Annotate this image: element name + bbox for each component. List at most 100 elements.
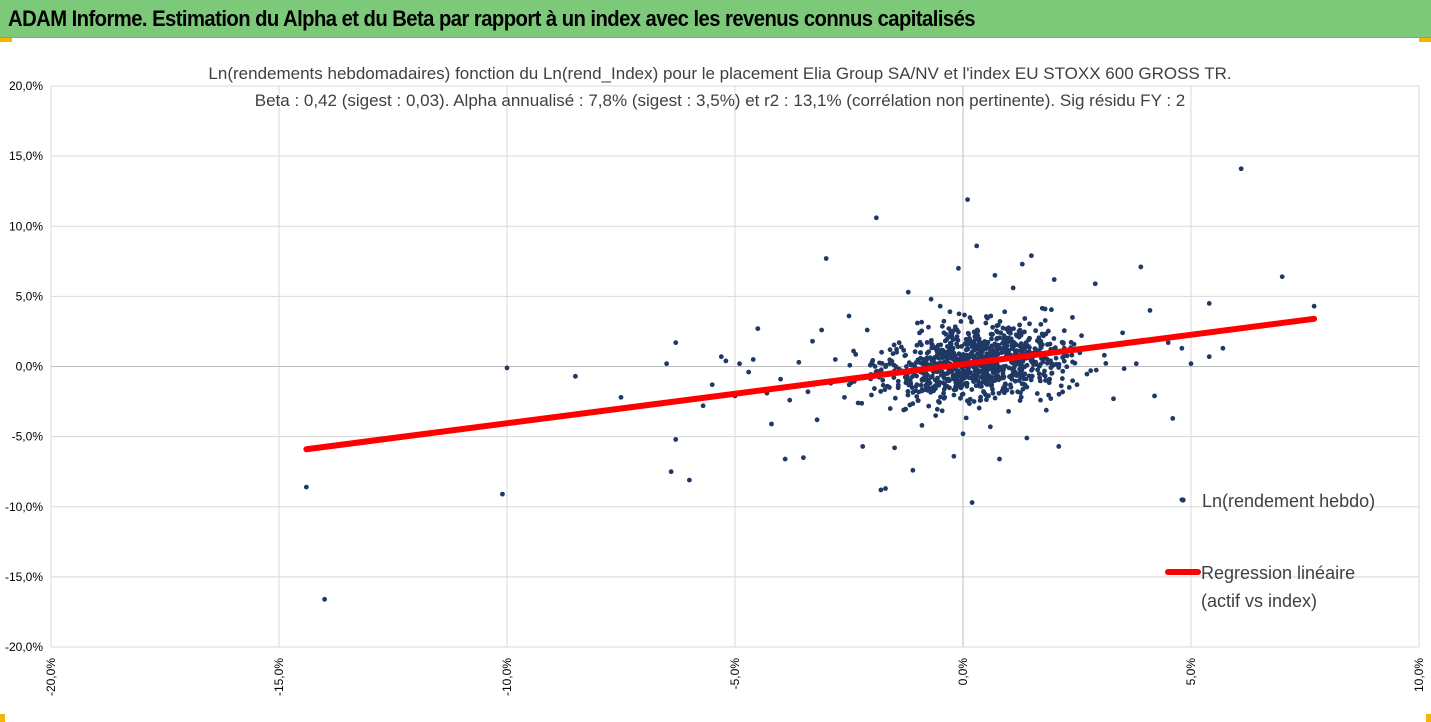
data-point: [1170, 415, 1176, 421]
tick-labels: 20,0% 15,0% 10,0% 5,0% 0,0% -5,0% -10,0% -15,0%…: [5, 79, 1426, 696]
x-tick-label: -20,0%: [44, 658, 58, 696]
data-point: [916, 389, 922, 395]
data-point: [887, 357, 893, 363]
data-point: [1018, 374, 1023, 380]
y-tick-label: 10,0%: [9, 219, 43, 233]
data-point: [673, 340, 679, 346]
data-point: [919, 319, 925, 325]
data-point: [915, 320, 920, 326]
banner-corner-left: [0, 38, 12, 42]
data-point: [1003, 335, 1009, 341]
data-point: [664, 361, 669, 367]
y-tick-label: -5,0%: [12, 430, 44, 444]
data-point: [1179, 345, 1185, 351]
data-point: [1010, 285, 1016, 291]
data-point: [908, 382, 914, 387]
data-point: [1058, 383, 1064, 389]
report-banner: ADAM Informe. Estimation du Alpha et du …: [0, 0, 1431, 38]
data-point: [1101, 352, 1107, 358]
data-point: [964, 383, 970, 389]
data-point: [1005, 339, 1011, 345]
data-point: [989, 346, 995, 352]
data-point: [972, 365, 978, 371]
data-point: [1000, 371, 1006, 377]
data-point: [1092, 281, 1098, 287]
data-point: [928, 296, 934, 302]
data-point: [1002, 382, 1008, 388]
data-point: [1147, 308, 1153, 313]
chart-title: Ln(rendements hebdomadaires) fonction du…: [208, 64, 1231, 110]
data-point: [918, 382, 924, 388]
data-point: [969, 387, 975, 392]
data-point: [1056, 391, 1062, 397]
data-point: [976, 405, 982, 411]
data-point: [1152, 393, 1157, 399]
data-point: [867, 362, 873, 368]
data-point: [1138, 264, 1144, 270]
x-tick-label: 0,0%: [956, 658, 970, 686]
data-point: [1039, 331, 1045, 337]
data-point: [984, 397, 989, 403]
x-tick-label: 5,0%: [1184, 658, 1198, 686]
chart-title-line: Ln(rendements hebdomadaires) fonction du…: [208, 64, 1231, 83]
scatter-points: [303, 166, 1317, 602]
data-point: [1017, 361, 1023, 366]
data-point: [618, 394, 624, 400]
data-point: [878, 487, 884, 493]
data-point: [810, 338, 815, 344]
data-point: [941, 386, 947, 392]
data-point: [883, 362, 889, 368]
data-point: [936, 379, 942, 385]
data-point: [941, 390, 946, 396]
data-point: [687, 477, 692, 483]
data-point: [895, 378, 901, 384]
data-point: [737, 361, 742, 367]
data-point: [1039, 305, 1045, 311]
data-point: [1061, 328, 1067, 334]
data-point: [1018, 390, 1023, 396]
data-point: [955, 329, 961, 335]
data-point: [966, 331, 972, 337]
data-point: [303, 484, 309, 490]
data-point: [975, 333, 981, 338]
data-point: [1014, 348, 1020, 354]
data-point: [966, 375, 972, 381]
data-point: [1009, 389, 1015, 395]
x-tick-label: -10,0%: [500, 658, 514, 696]
data-point: [1051, 336, 1057, 341]
data-point: [946, 369, 952, 375]
data-point: [1043, 378, 1048, 383]
legend-line-label: Regression linéaire: [1201, 563, 1355, 583]
y-tick-label: -15,0%: [5, 570, 43, 584]
data-point: [986, 352, 992, 358]
data-point: [975, 337, 981, 343]
data-point: [1020, 386, 1026, 392]
data-point: [1007, 382, 1013, 388]
data-point: [1045, 342, 1050, 347]
data-point: [1072, 360, 1078, 366]
data-point: [1022, 371, 1028, 377]
data-point: [673, 437, 679, 442]
data-point: [935, 375, 940, 381]
y-tick-label: 5,0%: [16, 289, 44, 303]
data-point: [1037, 362, 1043, 367]
data-point: [986, 393, 991, 399]
data-point: [1006, 408, 1011, 414]
data-point: [1074, 382, 1080, 388]
data-point: [1010, 360, 1016, 366]
data-point: [965, 197, 970, 203]
data-point: [1024, 384, 1030, 390]
data-point: [956, 311, 962, 317]
data-point: [958, 395, 963, 401]
data-point: [924, 340, 930, 345]
data-point: [1022, 316, 1028, 321]
data-point: [1049, 370, 1055, 376]
data-point: [1059, 376, 1065, 381]
data-point: [955, 344, 961, 350]
data-point: [1238, 166, 1244, 172]
data-point: [880, 382, 886, 388]
data-point: [1043, 331, 1049, 337]
data-point: [1030, 366, 1035, 372]
regression-line: [303, 315, 1318, 453]
data-point: [787, 397, 793, 403]
